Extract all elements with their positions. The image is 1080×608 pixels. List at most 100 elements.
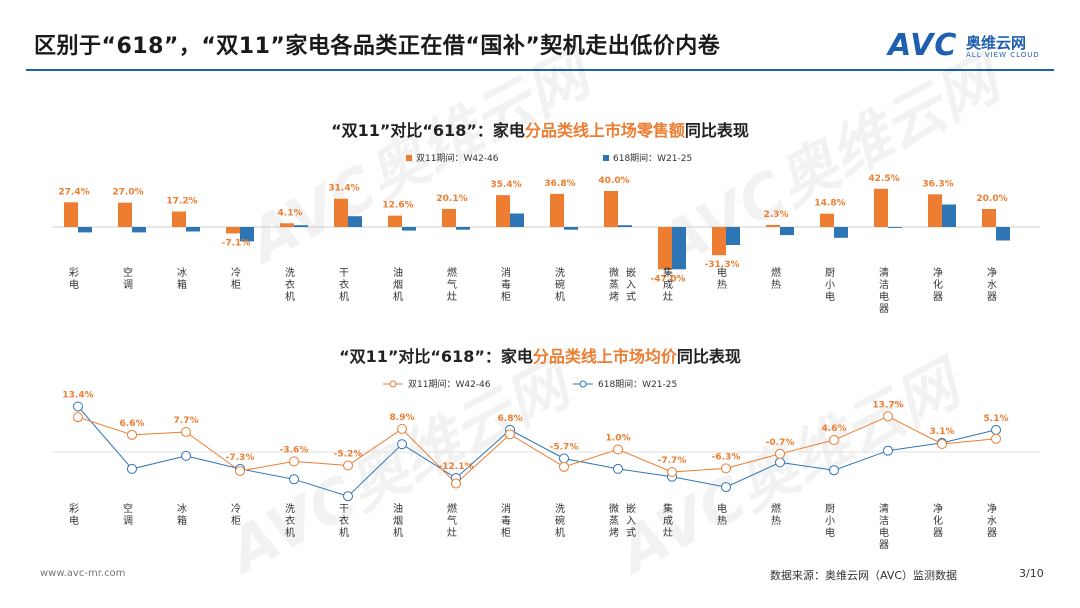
data-label-series1: 13.7% — [872, 400, 903, 410]
point-series1 — [397, 423, 407, 434]
category-label: 电热 — [717, 502, 727, 527]
point-series1 — [343, 460, 353, 471]
bar-series1 — [64, 202, 78, 227]
category-label: 消毒柜 — [501, 266, 511, 303]
point-series2 — [775, 457, 785, 468]
category-label: 冰箱 — [177, 266, 187, 291]
category-label: 冷柜 — [231, 266, 241, 291]
bar-series2 — [78, 227, 92, 233]
data-label-series1: -12.1% — [439, 462, 474, 472]
legend-label-series1: 双11期间：W42-46 — [408, 378, 491, 390]
bar-series1 — [766, 224, 780, 227]
category-label: 彩电 — [69, 503, 79, 527]
page-title: 区别于“618”，“双11”家电各品类正在借“国补”契机走出低价内卷 — [34, 34, 721, 59]
data-label-series1: 17.2% — [166, 197, 197, 207]
point-series2 — [613, 463, 623, 474]
page-number: 3/10 — [1019, 567, 1044, 580]
point-series2 — [127, 463, 137, 474]
legend-label-series2: 618期间：W21-25 — [598, 378, 677, 390]
category-label: 油烟机 — [393, 502, 403, 539]
point-series1 — [127, 429, 137, 440]
category-label: 冰箱 — [177, 502, 187, 527]
data-label-series1: 6.6% — [120, 419, 145, 429]
point-series1 — [667, 467, 677, 478]
bar-series1 — [280, 223, 294, 227]
data-label-series1: -0.7% — [766, 438, 795, 448]
bar-series1 — [496, 195, 510, 227]
point-series2 — [883, 445, 893, 456]
bar-series2 — [240, 227, 254, 242]
category-label: 空调 — [123, 266, 133, 291]
point-series2 — [721, 482, 731, 493]
point-series1 — [991, 433, 1001, 444]
category-label: 燃气灶 — [447, 502, 457, 539]
data-label-series1: 3.1% — [930, 427, 955, 437]
point-series2 — [991, 424, 1001, 435]
data-label-series1: 5.1% — [984, 414, 1009, 424]
chart2-title: “双11”对比“618”：家电分品类线上市场均价同比表现 — [0, 343, 1080, 367]
bar-series2 — [996, 227, 1010, 241]
point-series1 — [613, 444, 623, 455]
data-label-series1: 4.1% — [278, 208, 303, 218]
bar-series1 — [820, 213, 834, 227]
bar-series1 — [226, 227, 240, 234]
header: 区别于“618”，“双11”家电各品类正在借“国补”契机走出低价内卷 AVC 奥… — [0, 0, 1080, 71]
data-label-series1: -5.7% — [550, 443, 579, 453]
data-label-series1: 12.6% — [382, 201, 413, 211]
point-series1 — [289, 456, 299, 467]
data-label-series1: 7.7% — [174, 416, 199, 426]
line-series2 — [77, 406, 997, 497]
category-label: 厨小电 — [825, 503, 835, 539]
point-series1 — [505, 429, 515, 440]
point-series1 — [559, 461, 569, 472]
category-label: 消毒柜 — [501, 502, 511, 539]
legend-label-series2: 618期间：W21-25 — [613, 152, 692, 164]
bar-series2 — [618, 225, 632, 227]
data-label-series1: 4.6% — [822, 424, 847, 434]
bar-series1 — [172, 211, 186, 227]
point-series1 — [937, 438, 947, 449]
point-series1 — [883, 411, 893, 422]
bar-series2 — [888, 227, 902, 228]
point-series2 — [829, 465, 839, 476]
data-label-series1: 1.0% — [606, 433, 631, 443]
bar-series2 — [726, 227, 740, 245]
bar-series1 — [874, 188, 888, 227]
bar-series2 — [456, 227, 470, 230]
category-label: 燃热 — [771, 266, 781, 291]
bar-series1 — [658, 227, 672, 270]
bar-series2 — [510, 213, 524, 227]
data-label-series1: 20.1% — [436, 194, 467, 204]
bar-series2 — [132, 227, 146, 233]
chart1-title-part2: 分品类线上市场零售额 — [524, 121, 685, 140]
chart1-title-part3: 同比表现 — [684, 121, 749, 140]
bar-series2 — [780, 227, 794, 236]
chart1-title-part1: “双11”对比“618”：家电 — [331, 121, 525, 140]
data-label-series1: 14.8% — [814, 199, 845, 209]
point-series2 — [559, 453, 569, 464]
category-label: 集成灶 — [663, 266, 673, 303]
bar-series1 — [334, 198, 348, 227]
data-label-series1: 36.3% — [922, 179, 953, 189]
category-label: 洗碗机 — [555, 267, 565, 303]
point-series2 — [73, 401, 83, 412]
legend-label-series1: 双11期间：W42-46 — [416, 152, 499, 164]
legend-swatch-series2 — [603, 155, 609, 161]
chart2-title-part3: 同比表现 — [676, 347, 741, 366]
data-label-series1: -47.0% — [651, 274, 686, 284]
data-label-series1: 13.4% — [62, 391, 93, 401]
line-series1 — [77, 415, 997, 485]
data-label-series1: -6.3% — [712, 452, 741, 462]
bar-series2 — [564, 227, 578, 230]
category-label: 清洁电器 — [879, 266, 889, 315]
data-label-series1: 40.0% — [598, 176, 629, 186]
bar-series1 — [928, 194, 942, 227]
logo-cn-text: 奥维云网 — [966, 34, 1027, 52]
data-label-series1: -3.6% — [280, 445, 309, 455]
chart2-title-part1: “双11”对比“618”：家电 — [339, 347, 533, 366]
data-label-series1: 6.8% — [498, 414, 523, 424]
chart2-title-part2: 分品类线上市场均价 — [532, 347, 677, 366]
bar-series1 — [712, 227, 726, 256]
data-label-series1: 20.0% — [976, 194, 1007, 204]
bar-series2 — [402, 227, 416, 231]
